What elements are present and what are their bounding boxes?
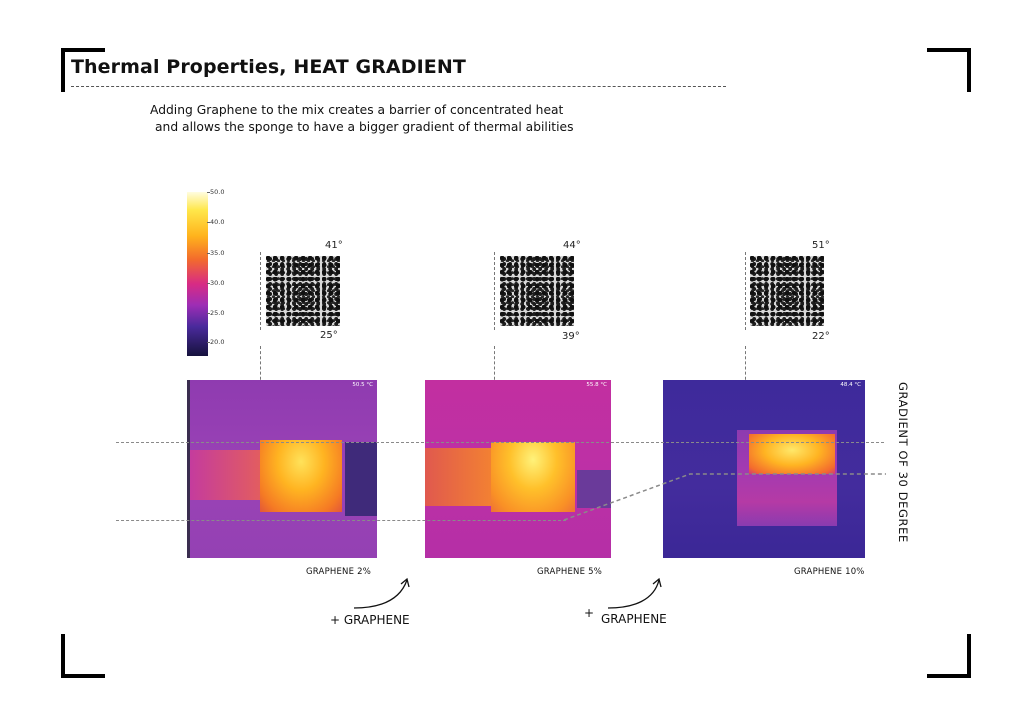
thermal-image-graphene-5: 55.8 °C — [425, 380, 611, 558]
gradient-connector — [563, 473, 886, 521]
thermal-2-side-heat — [425, 448, 497, 506]
thermal-2-hot-zone — [491, 442, 575, 512]
sample-3-bottom-temperature: 22° — [812, 331, 830, 342]
caption-graphene-5: GRAPHENE 5% — [537, 567, 602, 577]
frame-corner-top-left — [61, 48, 105, 92]
sample-2-top-temperature: 44° — [563, 240, 581, 251]
frame-corner-bottom-right — [927, 634, 971, 678]
sample-1-bottom-temperature: 25° — [320, 330, 338, 341]
add-graphene-label-2: GRAPHENE — [601, 612, 667, 626]
arrow-2-curve — [607, 579, 660, 609]
page-description: Adding Graphene to the mix creates a bar… — [150, 102, 573, 136]
sponge-sample-image-1 — [266, 256, 340, 326]
scale-tick-20: 20.0 — [206, 338, 225, 346]
caption-graphene-10: GRAPHENE 10% — [794, 567, 865, 577]
arrow-1-head — [400, 577, 410, 588]
arrow-1-curve — [353, 579, 408, 609]
sample-1-bracket — [260, 252, 261, 330]
add-graphene-arrow-2 — [607, 577, 662, 609]
thermal-1-shadow — [345, 442, 377, 516]
sample-3-top-temperature: 51° — [812, 240, 830, 251]
thermal-1-readout: 50.5 °C — [352, 382, 373, 388]
thermal-1-edge — [187, 380, 190, 558]
thermal-2-shadow — [577, 470, 611, 508]
temperature-color-scale — [187, 192, 208, 356]
sample-2-bottom-temperature: 39° — [562, 331, 580, 342]
upper-gradient-guide-line — [116, 442, 884, 443]
description-line-2: and allows the sponge to have a bigger g… — [155, 120, 574, 134]
description-line-1: Adding Graphene to the mix creates a bar… — [150, 103, 564, 117]
thermal-3-hot-zone — [749, 434, 835, 474]
gradient-connector-line — [563, 473, 886, 521]
sponge-sample-image-2 — [500, 256, 574, 326]
scale-tick-50: 50.0 — [206, 188, 225, 196]
thermal-image-graphene-10: 48.4 °C — [663, 380, 865, 558]
title-divider — [71, 86, 726, 87]
sponge-sample-image-3 — [750, 256, 824, 326]
arrow-2-head — [652, 577, 662, 588]
add-graphene-plus-2: + — [584, 606, 595, 620]
sample-2-bracket — [494, 252, 495, 330]
gradient-label: GRADIENT OF 30 DEGREE — [896, 382, 912, 543]
thermal-1-side-heat — [187, 450, 267, 500]
thermal-3-readout: 48.4 °C — [840, 382, 861, 388]
scale-tick-25: 25.0 — [206, 309, 225, 317]
sample-1-top-temperature: 41° — [325, 240, 343, 251]
gradient-label-text: GRADIENT OF 30 DEGREE — [896, 382, 910, 543]
page-title: Thermal Properties, HEAT GRADIENT — [71, 56, 466, 78]
scale-tick-30: 30.0 — [206, 279, 225, 287]
scale-tick-35: 35.0 — [206, 249, 225, 257]
sample-3-bracket — [745, 252, 746, 330]
frame-corner-bottom-left — [61, 634, 105, 678]
add-graphene-label-1: + GRAPHENE — [330, 613, 410, 627]
caption-graphene-2: GRAPHENE 2% — [306, 567, 371, 577]
thermal-image-graphene-2: 50.5 °C — [187, 380, 377, 558]
scale-tick-40: 40.0 — [206, 218, 225, 226]
add-graphene-arrow-1 — [353, 577, 410, 609]
thermal-2-readout: 55.8 °C — [586, 382, 607, 388]
lower-gradient-guide-line — [116, 520, 566, 521]
frame-corner-top-right — [927, 48, 971, 92]
thermal-1-hot-zone — [260, 440, 342, 512]
